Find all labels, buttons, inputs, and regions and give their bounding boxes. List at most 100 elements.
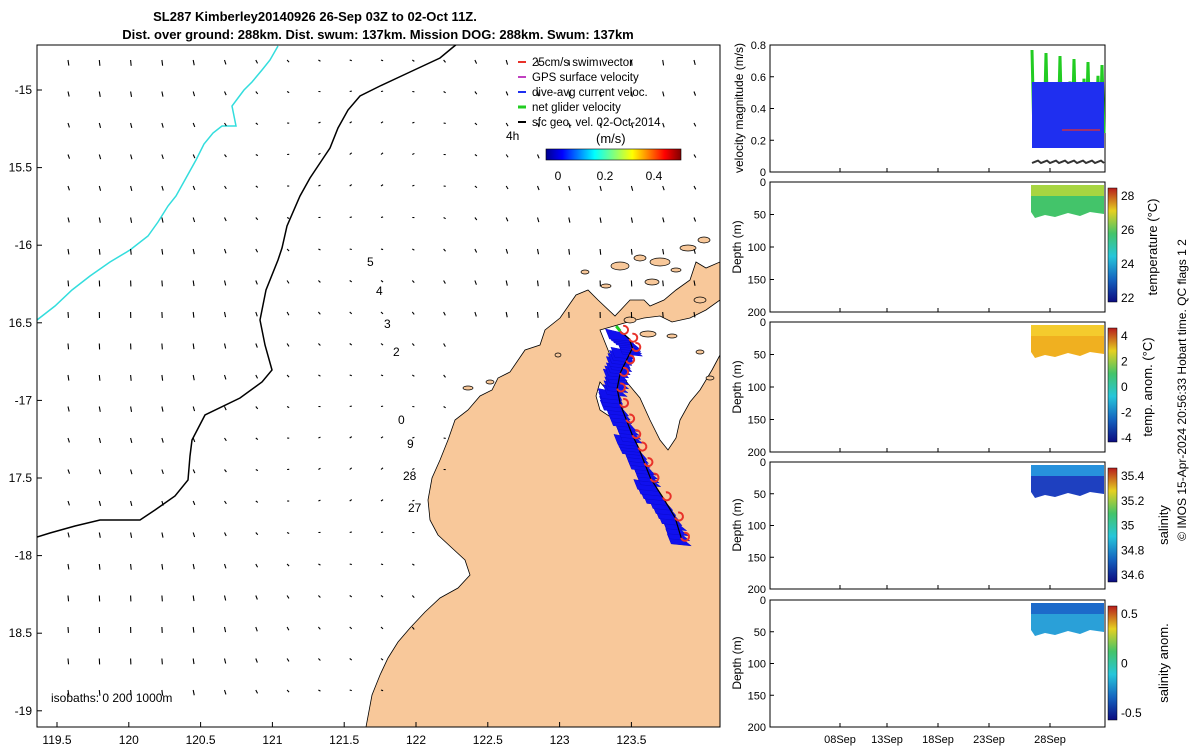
map-ticks: 119.5 120 120.5 121 121.5 122 122.5 123 123.5 -15…	[9, 83, 647, 747]
surface-vector	[380, 152, 384, 155]
surface-vector	[161, 406, 164, 412]
surface-vector	[224, 154, 227, 158]
colorbar-tick-label: 26	[1121, 223, 1135, 237]
panel-ytick-label: 0	[760, 595, 766, 607]
surface-vector	[411, 343, 415, 347]
surface-vector	[662, 122, 665, 128]
surface-vector	[255, 91, 259, 95]
salinity-ylabel: Depth (m)	[730, 498, 744, 551]
swim-vector	[619, 398, 630, 408]
surface-vector	[474, 217, 478, 221]
surface-vector	[411, 374, 415, 377]
surface-vector	[192, 91, 196, 97]
colorbar-tick-label: 35.2	[1121, 494, 1145, 508]
panel-ytick-label: 50	[754, 210, 766, 222]
surface-vector	[693, 280, 696, 286]
surface-vector	[67, 532, 70, 538]
sfc-geo-velocity-trace	[1031, 159, 1105, 165]
panel-ytick-label: 150	[748, 415, 766, 427]
swim-vector	[628, 332, 639, 343]
surface-vector	[67, 217, 70, 223]
surface-vector	[349, 531, 352, 534]
surface-vector	[349, 216, 352, 219]
map-ytick-label: -17	[15, 393, 33, 407]
surface-vector	[662, 217, 665, 223]
surface-vector	[380, 59, 384, 62]
surface-vector	[349, 626, 353, 630]
surface-vector	[318, 184, 321, 187]
surface-vector	[98, 154, 102, 160]
surface-vector	[286, 689, 290, 693]
surface-vector	[380, 467, 384, 470]
surface-vector	[318, 248, 321, 251]
surface-vector	[192, 248, 195, 255]
surface-vector	[130, 469, 133, 475]
colorbar-title: (m/s)	[596, 131, 626, 146]
surface-vector	[161, 500, 164, 506]
surface-vector	[192, 185, 196, 191]
surface-vector	[161, 437, 164, 443]
surface-vector	[67, 469, 71, 474]
surface-vector	[318, 59, 321, 62]
legend-label: 25cm/s swim vector	[532, 57, 633, 69]
surface-vector	[255, 59, 259, 64]
map-xtick-label: 120	[119, 733, 139, 747]
surface-vector	[505, 311, 508, 318]
panel-ytick-label: 0	[760, 167, 766, 179]
salinity-section-surface	[1031, 465, 1104, 476]
surface-vector	[380, 531, 384, 534]
surface-vector	[599, 59, 602, 66]
salinity-colorbar	[1107, 467, 1118, 583]
panel-ytick-label: 50	[754, 489, 766, 501]
panel-ytick-label: 0.8	[751, 40, 766, 52]
surface-vector	[474, 122, 478, 126]
panel-xtick-label: 13Sep	[871, 734, 903, 746]
surface-vector	[443, 217, 446, 220]
surface-vector	[130, 563, 132, 570]
surface-vector	[505, 248, 509, 254]
surface-vector	[505, 59, 509, 65]
surface-vector	[318, 595, 321, 598]
panel-ytick-label: 0.6	[751, 72, 766, 84]
surface-vector	[161, 248, 164, 255]
surface-vector	[505, 154, 509, 158]
swim-vector	[616, 382, 626, 393]
surface-vector	[161, 154, 164, 160]
surface-vector	[380, 311, 384, 315]
surface-vector	[412, 499, 415, 502]
surface-vector	[474, 154, 478, 157]
surface-vector	[380, 374, 384, 377]
surface-vector	[693, 59, 696, 65]
sal-anom-ylabel: Depth (m)	[730, 636, 744, 689]
surface-vector	[411, 311, 415, 315]
surface-vector	[380, 248, 384, 251]
surface-vector	[536, 122, 540, 128]
map-ytick-label: -19	[15, 704, 33, 718]
panel-ytick-label: 50	[754, 627, 766, 639]
surface-vector	[505, 280, 508, 286]
surface-vector	[98, 217, 101, 223]
surface-vector	[411, 595, 415, 598]
surface-vector	[98, 406, 101, 412]
isobaths-label: isobaths: 0 200 1000m	[51, 691, 172, 705]
temp-anom-cb-label: temp. anom. (°C)	[1140, 337, 1155, 436]
swim-vector	[631, 342, 642, 353]
surface-vector	[505, 122, 509, 127]
surface-vector	[349, 152, 353, 155]
colorbar-tick-label: 2	[1121, 355, 1128, 369]
velocity-ylabel: velocity magnitude (m/s)	[732, 43, 746, 173]
panel-ytick-label: 150	[748, 552, 766, 564]
surface-vector	[599, 91, 602, 97]
map-frame	[36, 44, 721, 728]
surface-vector	[412, 152, 415, 155]
surface-vector	[130, 406, 133, 412]
surface-vector	[349, 689, 352, 692]
surface-vector	[224, 185, 227, 190]
map-xtick-label: 121.5	[329, 733, 359, 747]
surface-vector	[349, 467, 353, 470]
surface-vector	[318, 689, 321, 692]
surface-vector	[255, 563, 259, 568]
surface-vector	[255, 311, 258, 317]
colorbar-tick: 0.2	[597, 169, 614, 183]
temp-anom-section-surface	[1031, 325, 1104, 336]
